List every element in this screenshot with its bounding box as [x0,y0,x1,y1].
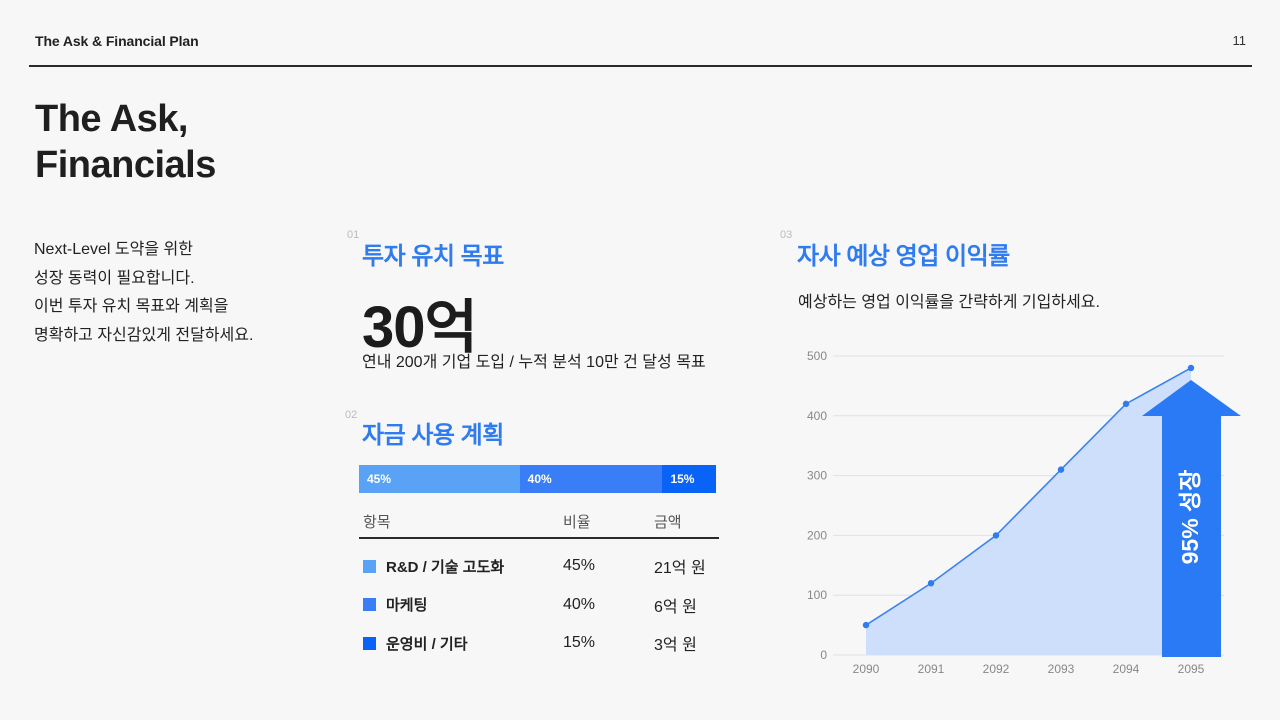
data-point [1187,364,1195,372]
row-amount: 3억 원 [654,637,697,655]
page-title-line-2: Financials [35,144,216,186]
fund-allocation-table: 항목 비율 금액 R&D / 기술 고도화 45% 21억 원 마케팅 40% … [359,505,719,663]
page-title-line-1: The Ask, [35,98,188,140]
allocation-segment-rnd: 45% [359,465,520,493]
y-tick-label: 400 [807,409,827,423]
legend-swatch [363,559,376,573]
page-number: 11 [1232,33,1247,48]
chart-description: 예상하는 영업 이익률을 간략하게 기입하세요. [798,294,1100,311]
data-point [992,532,1000,539]
data-point [1057,466,1065,473]
x-axis-ticks: 2090 2091 2092 2093 2094 2095 [853,662,1205,676]
y-axis-ticks: 0 100 200 300 400 500 [807,349,827,662]
growth-arrow-icon [1142,380,1241,657]
header-title: The Ask & Financial Plan [35,33,199,49]
legend-swatch [363,598,376,612]
intro-line: 이번 투자 유치 목표와 계획을 [34,298,229,315]
growth-arrow-label: 95% 성장 [1177,470,1203,565]
data-point [1122,400,1130,408]
data-point [927,580,935,587]
x-tick-label: 2095 [1178,662,1205,676]
row-item-label: R&D / 기술 고도화 [386,558,505,576]
header-divider [29,65,1252,67]
chart-line [865,367,1192,626]
investment-amount: 30억 [362,295,478,360]
y-tick-label: 300 [807,469,827,483]
x-tick-label: 2091 [918,662,945,676]
row-ratio: 45% [563,557,596,575]
header-ratio: 비율 [563,513,591,531]
row-amount: 21억 원 [654,560,706,578]
intro-text: Next-Level 도약을 위한 성장 동력이 필요합니다. 이번 투자 유치… [34,236,253,350]
legend-swatch [363,636,376,650]
y-tick-label: 500 [807,349,827,363]
x-tick-label: 2092 [983,662,1010,676]
intro-line: Next-Level 도약을 위한 [34,241,193,258]
header-item: 항목 [363,513,391,531]
y-tick-label: 0 [820,648,827,662]
page-title: The Ask, Financials [35,96,216,188]
row-ratio: 15% [563,634,596,652]
header-amount: 금액 [654,513,682,531]
section-2-number: 02 [345,409,358,421]
table-header: 항목 비율 금액 [359,505,719,539]
table-row: 운영비 / 기타 15% 3억 원 [359,624,719,663]
allocation-segment-marketing: 40% [519,465,663,493]
intro-line: 명확하고 자신감있게 전달하세요. [34,326,254,344]
fund-allocation-bar: 45% 40% 15% [359,465,716,493]
x-tick-label: 2090 [853,662,880,676]
row-item-label: 마케팅 [386,597,428,615]
intro-line: 성장 동력이 필요합니다. [34,269,195,287]
x-tick-label: 2093 [1048,662,1075,676]
x-tick-label: 2094 [1113,662,1140,676]
y-tick-label: 200 [807,528,827,542]
growth-arrow: 95% 성장 [1142,380,1241,657]
chart-points [862,364,1195,629]
investment-goal-description: 연내 200개 기업 도입 / 누적 분석 10만 건 달성 목표 [362,354,706,371]
section-2-title: 자금 사용 계획 [362,422,504,449]
section-1-title: 투자 유치 목표 [362,243,504,270]
section-1-number: 01 [347,229,360,241]
y-tick-label: 100 [807,588,827,602]
section-3-number: 03 [780,229,793,241]
chart-area [866,367,1191,655]
row-ratio: 40% [563,595,596,613]
section-3-title: 자사 예상 영업 이익률 [797,243,1010,270]
data-point [862,621,870,629]
row-item-label: 운영비 / 기타 [386,635,468,653]
table-row: R&D / 기술 고도화 45% 21억 원 [359,547,719,586]
allocation-segment-operations: 15% [662,465,716,493]
row-amount: 6억 원 [654,598,697,616]
table-row: 마케팅 40% 6억 원 [359,586,719,625]
